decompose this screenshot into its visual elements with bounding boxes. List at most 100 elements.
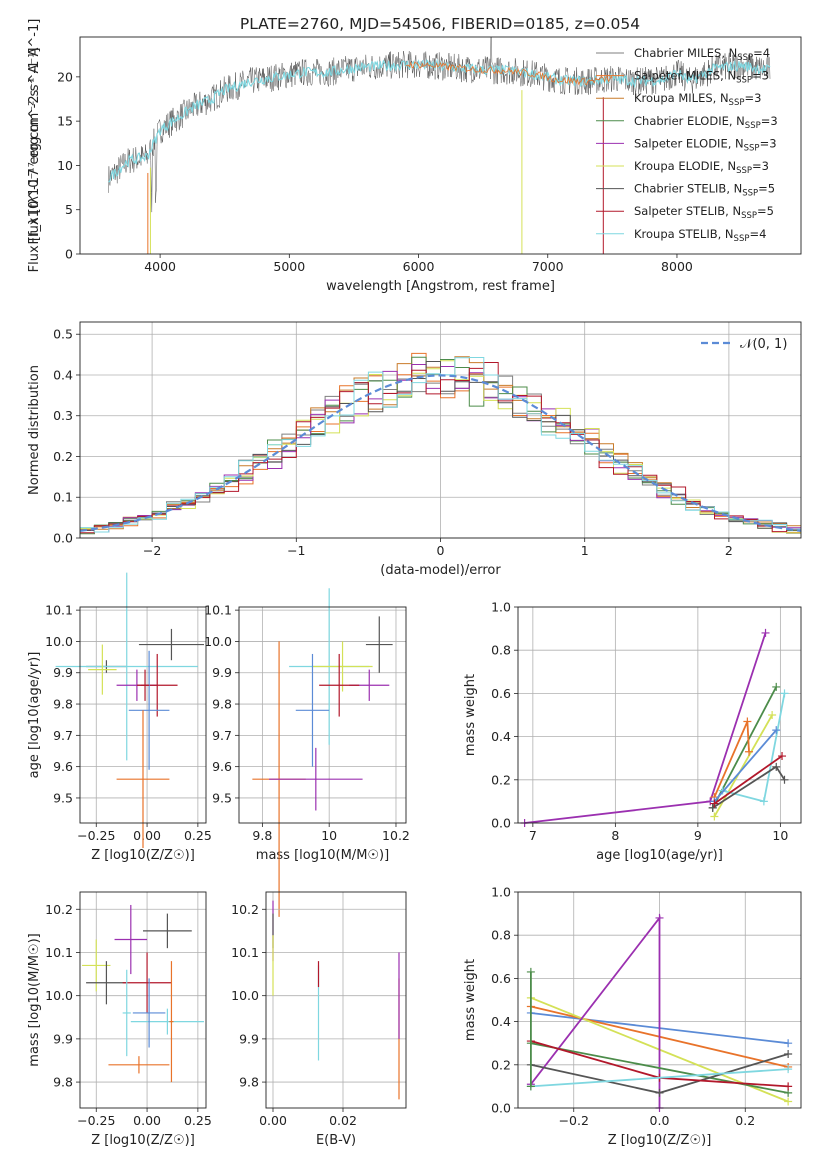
series-marker — [710, 799, 719, 808]
series-line-k_stelib — [530, 1068, 789, 1088]
y-axis-label: mass weight — [463, 959, 478, 1041]
y-tick-label: 10.2 — [45, 902, 73, 917]
series-marker — [784, 1065, 793, 1074]
series-marker — [761, 628, 770, 637]
legend-entry: Salpeter MILES, NSSP=3 — [634, 69, 769, 86]
spectrum-model-orange — [405, 61, 613, 86]
series-marker — [772, 682, 781, 691]
x-axis-label: E(B-V) — [316, 1133, 356, 1148]
series-marker — [655, 1088, 664, 1097]
y-tick-label: 0.2 — [491, 772, 511, 787]
x-tick-label: 9 — [694, 828, 702, 843]
legend-entry: Kroupa STELIB, NSSP=4 — [634, 227, 766, 244]
series-marker — [745, 747, 754, 756]
series-marker — [743, 717, 752, 726]
legend-entry: 𝒩(0, 1) — [740, 337, 787, 352]
series-line-c_elodie — [530, 1042, 789, 1094]
x-tick-label: 0.00 — [133, 828, 161, 843]
series-marker — [784, 1050, 793, 1058]
y-tick-label: 10 — [57, 158, 73, 173]
y-tick-label: 9.9 — [212, 665, 232, 680]
series-marker — [772, 726, 781, 735]
y-axis-label: mass [log10(M/M☉)] — [27, 933, 42, 1066]
y-tick-label: 15 — [57, 114, 73, 129]
axes-frame — [517, 606, 802, 824]
y-tick-label: 10.1 — [45, 603, 73, 618]
axes-frame — [79, 36, 802, 255]
x-axis-label: wavelength [Angstrom, rest frame] — [326, 279, 555, 294]
series-marker — [526, 1082, 535, 1091]
series-marker — [759, 797, 768, 806]
series-line-c_elodie — [711, 686, 777, 809]
x-tick-label: −2 — [143, 543, 161, 558]
x-tick-label: 9.8 — [252, 828, 272, 843]
y-tick-label: 0.1 — [53, 490, 73, 505]
x-tick-label: 1 — [581, 543, 589, 558]
y-tick-label: 9.5 — [53, 790, 73, 805]
series-line-s_stelib — [713, 755, 783, 805]
x-tick-label: −0.2 — [559, 1113, 589, 1128]
y-tick-label: 9.8 — [239, 1075, 259, 1090]
x-tick-label: −1 — [287, 543, 305, 558]
x-tick-label: −0.25 — [77, 828, 115, 843]
y-tick-label: 9.6 — [53, 759, 73, 774]
legend-entry: Salpeter ELODIE, NSSP=3 — [634, 136, 777, 153]
axes-frame — [265, 891, 407, 1109]
gaussian-curve — [79, 374, 802, 532]
x-tick-label: 0.2 — [735, 1113, 755, 1128]
y-tick-label: 10.1 — [204, 603, 232, 618]
y-tick-label: 10.2 — [231, 902, 259, 917]
y-tick-label: 10.0 — [45, 634, 73, 649]
y-tick-label: 10.1 — [45, 945, 73, 960]
series-marker — [780, 689, 789, 698]
y-tick-label: 9.9 — [53, 665, 73, 680]
x-tick-label: 0.25 — [184, 1113, 212, 1128]
y-tick-label: 0.4 — [53, 367, 73, 382]
y-tick-label: 0.3 — [53, 408, 73, 423]
y-tick-label: 0.6 — [491, 686, 511, 701]
legend-entry: Chabrier ELODIE, NSSP=3 — [634, 114, 778, 131]
series-line-gauss — [713, 729, 777, 802]
x-tick-label: 10 — [321, 828, 337, 843]
series-marker — [710, 812, 719, 821]
y-axis-label: Flux [f_λ10^-17 erg cm^-2 s^-1 A^-1] — [27, 19, 42, 273]
spectrum-data-line — [108, 37, 771, 213]
y-tick-label: 0.0 — [53, 531, 73, 546]
x-tick-label: 0 — [437, 543, 445, 558]
x-axis-label: mass [log10(M/M☉)] — [256, 848, 389, 863]
x-tick-label: −0.25 — [77, 1113, 115, 1128]
legend-entry: Kroupa ELODIE, NSSP=3 — [634, 159, 769, 176]
x-tick-label: 0.00 — [133, 1113, 161, 1128]
y-tick-label: 10.0 — [231, 988, 259, 1003]
legend-entry: Salpeter STELIB, NSSP=5 — [634, 204, 774, 221]
series-marker — [784, 1097, 793, 1106]
y-tick-label: 9.7 — [53, 728, 73, 743]
y-tick-label: 10.1 — [231, 945, 259, 960]
x-axis-label: (data-model)/error — [380, 563, 501, 578]
series-marker — [655, 913, 664, 922]
y-tick-label: 9.8 — [53, 697, 73, 712]
x-tick-label: 10 — [772, 828, 788, 843]
series-marker — [526, 967, 535, 976]
figure-title: PLATE=2760, MJD=54506, FIBERID=0185, z=0… — [240, 15, 640, 33]
series-line-s_elodie — [524, 632, 767, 824]
y-tick-label: 0.5 — [53, 327, 73, 342]
y-tick-label: 0.4 — [491, 1014, 511, 1029]
spectrum-model-line — [108, 58, 771, 183]
y-tick-label: 0.8 — [491, 643, 511, 658]
y-tick-label: 5 — [65, 202, 73, 217]
histogram-k_stelib — [80, 357, 801, 533]
series-marker — [784, 1082, 793, 1091]
axes-frame — [79, 891, 207, 1109]
series-marker — [778, 752, 787, 761]
y-tick-label: 9.8 — [53, 1075, 73, 1090]
x-tick-label: 0.25 — [184, 828, 212, 843]
y-tick-label: 9.9 — [239, 1031, 259, 1046]
y-tick-label: 0.6 — [491, 971, 511, 986]
y-tick-label: 0.2 — [491, 1057, 511, 1072]
y-axis-label: age [log10(age/yr)] — [27, 652, 42, 779]
legend-entry: Chabrier MILES, NSSP=4 — [634, 46, 770, 63]
y-tick-label: 0.4 — [491, 729, 511, 744]
y-tick-label: 0.2 — [53, 449, 73, 464]
